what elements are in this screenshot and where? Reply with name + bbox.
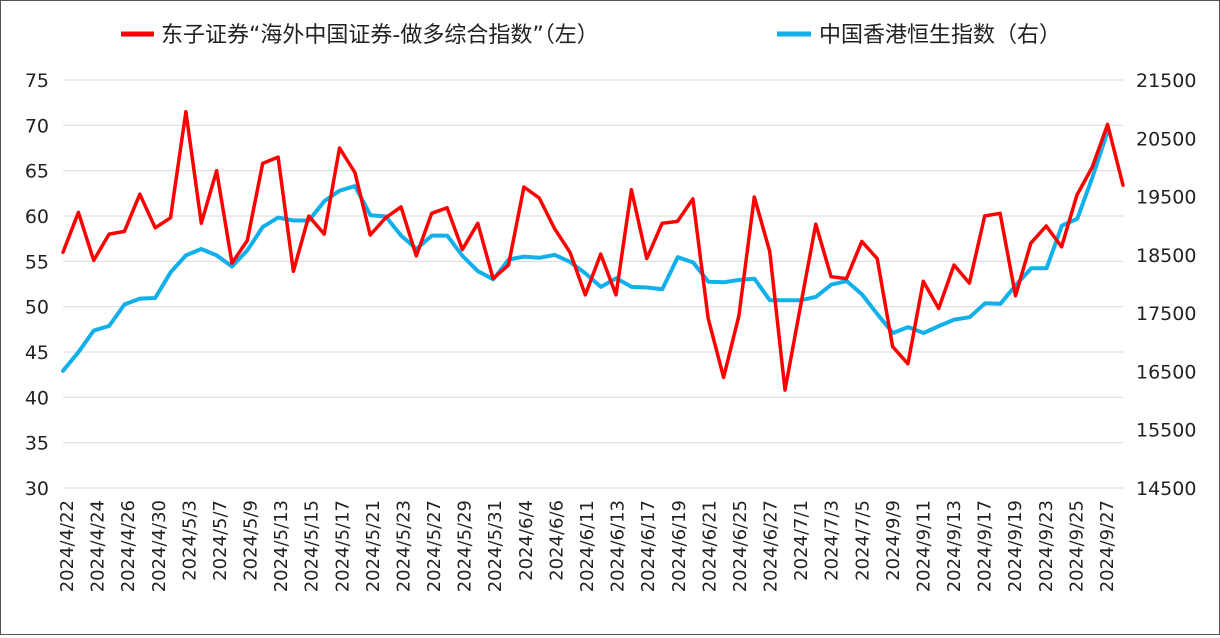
x-tick-label: 2024/6/21 xyxy=(699,500,720,592)
left-tick-label: 70 xyxy=(25,115,49,137)
x-tick-label: 2024/7/5 xyxy=(852,500,873,581)
x-tick-label: 2024/7/1 xyxy=(791,500,812,581)
x-tick-label: 2024/6/4 xyxy=(516,500,537,581)
x-tick-label: 2024/6/6 xyxy=(546,500,567,581)
left-tick-label: 40 xyxy=(25,387,49,409)
x-tick-label: 2024/6/17 xyxy=(638,500,659,592)
x-tick-label: 2024/5/13 xyxy=(271,500,292,592)
right-axis-ticks: 14500 15500 16500 17500 18500 19500 20500 21500 xyxy=(1136,70,1196,500)
x-tick-label: 2024/5/23 xyxy=(393,500,414,592)
left-tick-label: 75 xyxy=(25,70,49,92)
x-tick-label: 2024/6/19 xyxy=(669,500,690,592)
x-tick-label: 2024/9/17 xyxy=(975,500,996,592)
x-tick-label: 2024/4/30 xyxy=(149,500,170,592)
series-lines xyxy=(61,109,1125,392)
left-tick-label: 30 xyxy=(25,478,49,500)
left-tick-label: 50 xyxy=(25,297,49,319)
legend-label-left-series: 东子证券“海外中国证券-做多综合指数”（左） xyxy=(161,23,599,48)
x-tick-label: 2024/4/22 xyxy=(57,500,78,592)
left-tick-label: 65 xyxy=(25,161,49,183)
right-tick-label: 20500 xyxy=(1136,128,1196,150)
x-tick-label: 2024/9/25 xyxy=(1066,500,1087,592)
right-tick-label: 21500 xyxy=(1136,70,1196,92)
left-tick-label: 55 xyxy=(25,251,49,273)
x-tick-label: 2024/5/29 xyxy=(455,500,476,592)
legend: 东子证券“海外中国证券-做多综合指数”（左） 中国香港恒生指数（右） xyxy=(121,23,1061,48)
right-tick-label: 19500 xyxy=(1136,187,1196,209)
right-tick-label: 15500 xyxy=(1136,420,1196,442)
left-tick-label: 60 xyxy=(25,206,49,228)
legend-label-right-series: 中国香港恒生指数（右） xyxy=(819,23,1061,48)
x-tick-label: 2024/5/7 xyxy=(210,500,231,581)
x-tick-label: 2024/9/13 xyxy=(944,500,965,592)
series-line-left xyxy=(61,109,1125,392)
x-tick-label: 2024/5/21 xyxy=(363,500,384,592)
x-tick-label: 2024/4/24 xyxy=(88,500,109,592)
x-tick-label: 2024/5/3 xyxy=(179,500,200,581)
x-tick-label: 2024/4/26 xyxy=(118,500,139,592)
left-tick-label: 45 xyxy=(25,342,49,364)
x-tick-label: 2024/9/23 xyxy=(1036,500,1057,592)
x-tick-label: 2024/9/11 xyxy=(913,500,934,592)
x-tick-label: 2024/6/25 xyxy=(730,500,751,592)
right-tick-label: 18500 xyxy=(1136,245,1196,267)
x-tick-label: 2024/6/11 xyxy=(577,500,598,592)
left-tick-label: 35 xyxy=(25,433,49,455)
x-tick-label: 2024/6/13 xyxy=(608,500,629,592)
x-tick-label: 2024/7/3 xyxy=(822,500,843,581)
right-tick-label: 17500 xyxy=(1136,303,1196,325)
x-tick-label: 2024/9/9 xyxy=(883,500,904,581)
right-tick-label: 16500 xyxy=(1136,361,1196,383)
x-tick-label: 2024/5/9 xyxy=(241,500,262,581)
x-tick-label: 2024/9/27 xyxy=(1097,500,1118,592)
x-tick-label: 2024/5/17 xyxy=(332,500,353,592)
series-line-right xyxy=(61,128,1110,373)
left-axis-ticks: 30 35 40 45 50 55 60 65 70 75 xyxy=(25,70,49,500)
x-tick-label: 2024/5/15 xyxy=(302,500,323,592)
x-tick-label: 2024/5/27 xyxy=(424,500,445,592)
x-tick-label: 2024/6/27 xyxy=(761,500,782,592)
x-tick-label: 2024/9/19 xyxy=(1005,500,1026,592)
right-tick-label: 14500 xyxy=(1136,478,1196,500)
x-axis-ticks: 2024/4/22 2024/4/24 2024/4/26 2024/4/30 2024… xyxy=(57,500,1118,592)
grid-lines xyxy=(63,79,1123,489)
x-tick-label: 2024/5/31 xyxy=(485,500,506,592)
